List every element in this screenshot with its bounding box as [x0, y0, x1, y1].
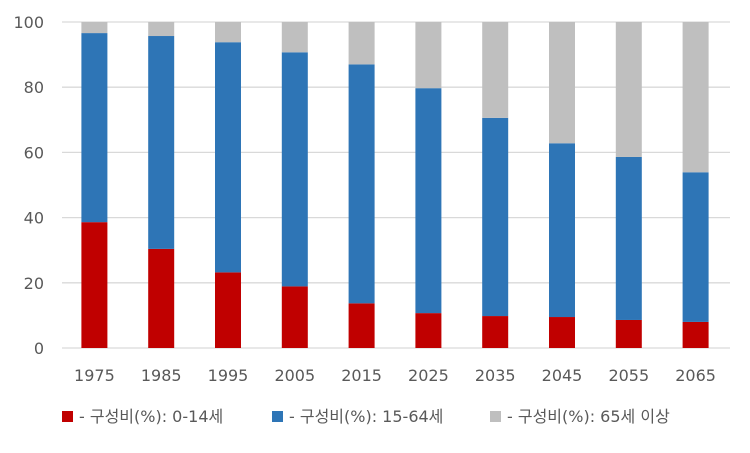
x-tick-label: 2005	[274, 366, 315, 385]
x-tick-label: 2045	[542, 366, 583, 385]
legend-swatch	[272, 411, 283, 422]
bar-segment	[482, 316, 509, 348]
bar-segment	[81, 33, 108, 223]
bar-segment	[148, 248, 175, 348]
bar-segment	[348, 303, 375, 348]
bar-segment	[281, 22, 308, 53]
y-tick-label: 20	[24, 274, 44, 293]
bars	[81, 22, 709, 348]
x-tick-label: 1995	[208, 366, 249, 385]
legend-swatch	[62, 411, 73, 422]
y-tick-label: 0	[34, 339, 44, 358]
legend-label: - 구성비(%): 15-64세	[289, 407, 443, 426]
x-tick-label: 1985	[141, 366, 182, 385]
bar-segment	[348, 64, 375, 304]
legend-label: - 구성비(%): 0-14세	[79, 407, 223, 426]
bar-segment	[615, 319, 642, 348]
bar-segment	[281, 286, 308, 348]
bar-segment	[549, 143, 575, 318]
x-tick-label: 1975	[74, 366, 115, 385]
bar-segment	[215, 42, 241, 273]
bar-segment	[482, 22, 509, 118]
bar-segment	[415, 22, 442, 89]
x-tick-label: 2015	[341, 366, 382, 385]
bar-segment	[549, 22, 575, 144]
y-axis-ticks: 0 20 40 60 80 100	[13, 13, 44, 358]
bar-segment	[682, 321, 709, 348]
bar-segment	[281, 52, 308, 287]
legend: - 구성비(%): 0-14세 - 구성비(%): 15-64세 - 구성비(%):…	[62, 407, 670, 426]
bar-segment	[615, 22, 642, 157]
y-tick-label: 40	[24, 209, 44, 228]
y-tick-label: 80	[24, 78, 44, 97]
bar-segment	[482, 117, 509, 317]
bar-segment	[682, 22, 709, 173]
bar-segment	[615, 156, 642, 320]
x-tick-label: 2065	[675, 366, 716, 385]
bar-segment	[682, 172, 709, 322]
bar-segment	[148, 22, 175, 37]
legend-swatch	[490, 411, 501, 422]
bar-segment	[148, 36, 175, 249]
y-tick-label: 60	[24, 143, 44, 162]
x-tick-label: 2055	[608, 366, 649, 385]
bar-segment	[415, 88, 442, 314]
legend-label: - 구성비(%): 65세 이상	[507, 407, 670, 426]
bar-segment	[215, 22, 241, 43]
x-tick-label: 2025	[408, 366, 449, 385]
bar-segment	[81, 22, 108, 34]
bar-segment	[81, 222, 108, 348]
bar-segment	[549, 317, 575, 348]
x-axis-ticks: 1975 1985 1995 2005 2015 2025 2035 2045 2055 2065	[74, 366, 716, 385]
y-tick-label: 100	[13, 13, 44, 32]
bar-segment	[348, 22, 375, 65]
x-tick-label: 2035	[475, 366, 516, 385]
bar-segment	[415, 313, 442, 348]
bar-segment	[215, 272, 241, 348]
